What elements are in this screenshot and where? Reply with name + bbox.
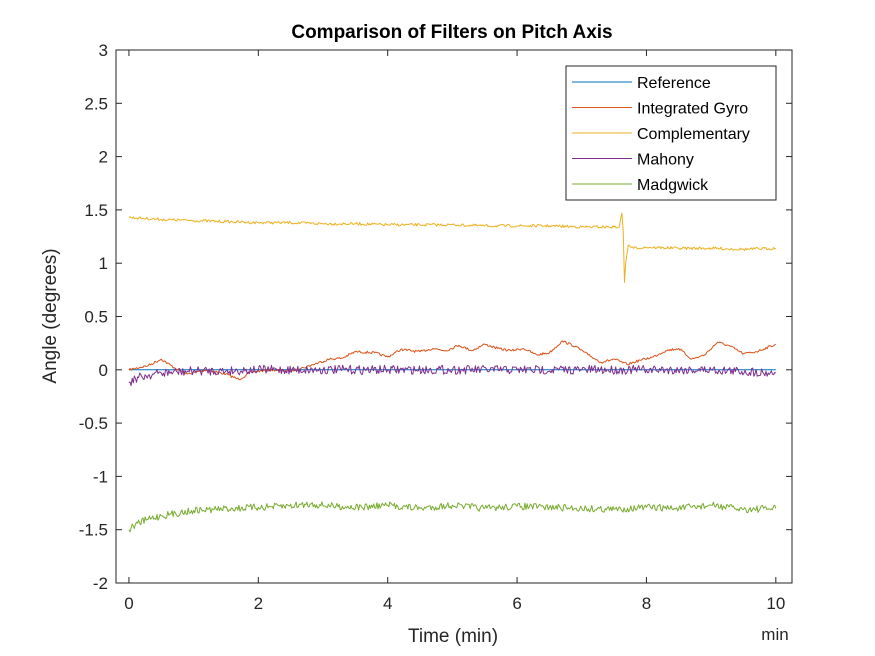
legend-label: Complementary — [637, 126, 750, 143]
x-tick-label: 4 — [383, 594, 392, 613]
y-tick-label: -2 — [93, 574, 108, 593]
series-line-mahony — [128, 364, 777, 387]
y-tick-label: 1 — [99, 254, 108, 273]
series-layer — [128, 212, 777, 533]
y-tick-label: 0 — [99, 361, 108, 380]
legend-entries: Reference Integrated Gyro Complementary Mah… — [572, 75, 750, 194]
x-axis-ticks: 0 2 4 6 8 10 — [124, 50, 785, 613]
y-tick-label: 2.5 — [84, 94, 108, 113]
series-line-integrated-gyro — [128, 340, 777, 381]
legend: Reference Integrated Gyro Complementary Mah… — [565, 65, 777, 201]
legend-label: Reference — [637, 75, 711, 92]
y-tick-label: 3 — [99, 41, 108, 60]
x-tick-label: 10 — [766, 594, 785, 613]
x-tick-label: 6 — [512, 594, 521, 613]
y-tick-label: -1 — [93, 467, 108, 486]
y-tick-label: 1.5 — [84, 201, 108, 220]
y-tick-label: 2 — [99, 148, 108, 167]
x-tick-label: 8 — [642, 594, 651, 613]
series-line-madgwick — [128, 501, 777, 533]
x-tick-label: 2 — [254, 594, 263, 613]
y-tick-label: 0.5 — [84, 308, 108, 327]
y-axis-ticks: -2 -1.5 -1 -0.5 0 0.5 1 1.5 2 2.5 3 — [79, 41, 792, 593]
series-line-complementary — [128, 212, 777, 283]
y-tick-label: -0.5 — [79, 414, 108, 433]
legend-label: Mahony — [637, 152, 694, 169]
chart-title: Comparison of Filters on Pitch Axis — [291, 22, 612, 43]
y-tick-label: -1.5 — [79, 521, 108, 540]
y-axis-label: Angle (degrees) — [40, 248, 61, 383]
legend-label: Integrated Gyro — [637, 101, 748, 118]
x-axis-unit-label: min — [761, 625, 788, 644]
x-axis-label: Time (min) — [408, 626, 498, 647]
legend-label: Madgwick — [637, 177, 709, 194]
x-tick-label: 0 — [124, 594, 133, 613]
